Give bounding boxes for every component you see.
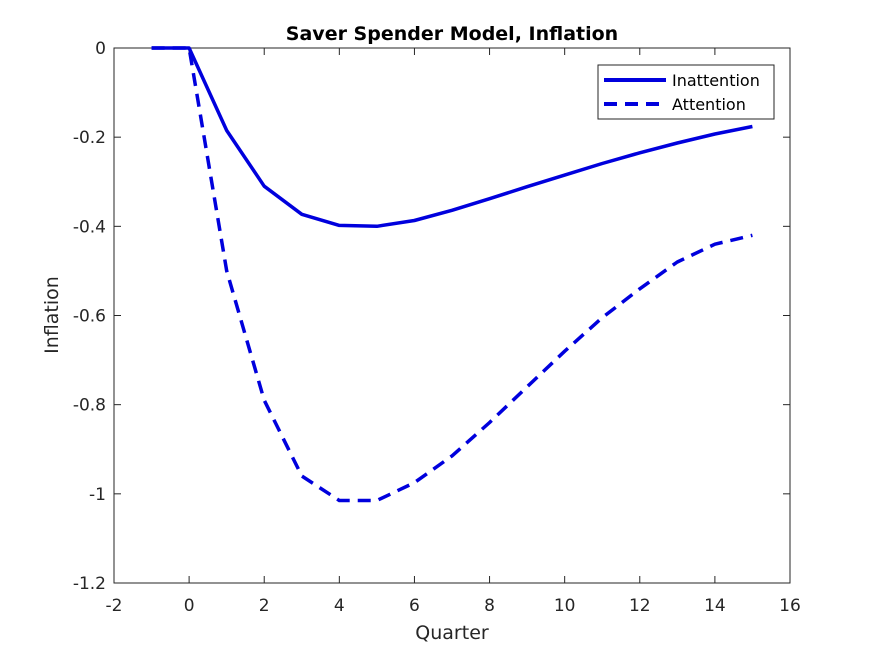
- y-tick-label: -1: [89, 485, 106, 505]
- x-axis-label: Quarter: [415, 622, 489, 644]
- legend-box: [597, 64, 775, 120]
- series-line-attention: [151, 46, 753, 503]
- series-lines: [151, 46, 753, 503]
- y-tick-label: -0.6: [73, 307, 106, 327]
- x-tick-label: 10: [554, 596, 576, 616]
- y-tick-label: -0.2: [73, 128, 106, 148]
- x-tick-label: 14: [704, 596, 726, 616]
- chart-title: Saver Spender Model, Inflation: [286, 23, 618, 45]
- legend: Inattention Attention: [597, 64, 775, 120]
- series-line-inattention: [151, 46, 753, 229]
- y-tick-label: -1.2: [73, 574, 106, 594]
- x-tick-label: 16: [779, 596, 801, 616]
- legend-label-attention: Attention: [672, 95, 746, 114]
- x-tick-label: 4: [334, 596, 345, 616]
- x-tick-label: 6: [409, 596, 420, 616]
- axis-ticks: -2 0 2 4 6 8 10 12 14 16 0 -0.2 -0.4 -0.6 -0.8 -1 -1.2: [73, 39, 801, 616]
- x-tick-label: -2: [106, 596, 123, 616]
- y-tick-label: -0.8: [73, 396, 106, 416]
- legend-label-inattention: Inattention: [672, 71, 760, 90]
- y-tick-label: -0.4: [73, 217, 106, 237]
- y-axis-label: Inflation: [41, 276, 63, 354]
- x-tick-label: 12: [629, 596, 651, 616]
- x-tick-label: 0: [184, 596, 195, 616]
- y-tick-label: 0: [95, 39, 106, 59]
- x-tick-label: 8: [484, 596, 495, 616]
- plot-area: [113, 47, 791, 584]
- x-tick-label: 2: [259, 596, 270, 616]
